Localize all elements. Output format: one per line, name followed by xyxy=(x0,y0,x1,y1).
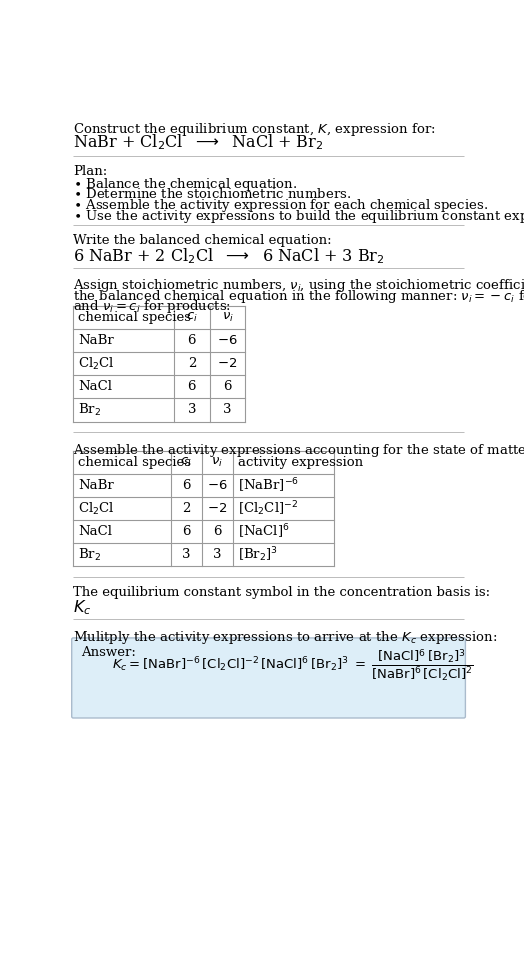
Text: 2: 2 xyxy=(188,358,196,370)
Text: [Cl$_2$Cl]$^{-2}$: [Cl$_2$Cl]$^{-2}$ xyxy=(237,500,298,518)
Text: Assemble the activity expressions accounting for the state of matter and $\nu_i$: Assemble the activity expressions accoun… xyxy=(73,441,524,458)
Text: $c_i$: $c_i$ xyxy=(180,456,192,469)
Text: 6: 6 xyxy=(182,479,191,492)
Text: Br$_2$: Br$_2$ xyxy=(78,547,101,563)
Text: $-2$: $-2$ xyxy=(217,358,237,370)
Text: 3: 3 xyxy=(223,404,232,416)
Text: NaBr: NaBr xyxy=(78,334,114,347)
Text: $\bullet$ Assemble the activity expression for each chemical species.: $\bullet$ Assemble the activity expressi… xyxy=(73,198,488,215)
Text: 6: 6 xyxy=(188,334,196,347)
Text: $-6$: $-6$ xyxy=(207,479,228,492)
Text: 2: 2 xyxy=(182,503,191,515)
Text: chemical species: chemical species xyxy=(78,456,191,469)
Text: 6: 6 xyxy=(188,381,196,393)
Text: Mulitply the activity expressions to arrive at the $K_c$ expression:: Mulitply the activity expressions to arr… xyxy=(73,629,497,645)
Text: NaCl: NaCl xyxy=(78,381,112,393)
Text: [Br$_2$]$^3$: [Br$_2$]$^3$ xyxy=(237,546,278,564)
Text: Construct the equilibrium constant, $K$, expression for:: Construct the equilibrium constant, $K$,… xyxy=(73,121,436,138)
Text: $-2$: $-2$ xyxy=(208,503,227,515)
Text: $K_c$: $K_c$ xyxy=(73,597,92,617)
Text: chemical species: chemical species xyxy=(78,311,191,324)
Text: 3: 3 xyxy=(182,549,191,561)
Text: Cl$_2$Cl: Cl$_2$Cl xyxy=(78,356,115,372)
Text: 6: 6 xyxy=(213,526,222,538)
Text: $-6$: $-6$ xyxy=(217,334,238,347)
Text: Plan:: Plan: xyxy=(73,165,107,178)
Text: 3: 3 xyxy=(213,549,222,561)
Text: NaCl: NaCl xyxy=(78,526,112,538)
Text: the balanced chemical equation in the following manner: $\nu_i = -c_i$ for react: the balanced chemical equation in the fo… xyxy=(73,288,524,305)
Text: Answer:: Answer: xyxy=(81,645,136,659)
Text: $\bullet$ Balance the chemical equation.: $\bullet$ Balance the chemical equation. xyxy=(73,175,298,193)
Text: Write the balanced chemical equation:: Write the balanced chemical equation: xyxy=(73,234,332,247)
Text: NaBr: NaBr xyxy=(78,479,114,492)
Text: activity expression: activity expression xyxy=(237,456,363,469)
Text: NaBr + Cl$_2$Cl  $\longrightarrow$  NaCl + Br$_2$: NaBr + Cl$_2$Cl $\longrightarrow$ NaCl +… xyxy=(73,132,324,152)
FancyBboxPatch shape xyxy=(72,638,465,718)
Text: $\nu_i$: $\nu_i$ xyxy=(211,456,223,469)
Text: and $\nu_i = c_i$ for products:: and $\nu_i = c_i$ for products: xyxy=(73,298,231,316)
Text: $\bullet$ Determine the stoichiometric numbers.: $\bullet$ Determine the stoichiometric n… xyxy=(73,187,352,200)
Text: $K_c = \mathrm{[NaBr]}^{-6}\,\mathrm{[Cl_2Cl]}^{-2}\,\mathrm{[NaCl]}^6\,\mathrm{: $K_c = \mathrm{[NaBr]}^{-6}\,\mathrm{[Cl… xyxy=(112,647,474,684)
Text: Br$_2$: Br$_2$ xyxy=(78,402,101,418)
Text: 6: 6 xyxy=(223,381,232,393)
Text: Assign stoichiometric numbers, $\nu_i$, using the stoichiometric coefficients, $: Assign stoichiometric numbers, $\nu_i$, … xyxy=(73,277,524,293)
Text: 3: 3 xyxy=(188,404,196,416)
Text: 6 NaBr + 2 Cl$_2$Cl  $\longrightarrow$  6 NaCl + 3 Br$_2$: 6 NaBr + 2 Cl$_2$Cl $\longrightarrow$ 6 … xyxy=(73,246,385,266)
Text: Cl$_2$Cl: Cl$_2$Cl xyxy=(78,501,115,517)
Text: [NaBr]$^{-6}$: [NaBr]$^{-6}$ xyxy=(237,477,299,495)
Text: 6: 6 xyxy=(182,526,191,538)
Text: The equilibrium constant symbol in the concentration basis is:: The equilibrium constant symbol in the c… xyxy=(73,586,490,599)
Text: $\nu_i$: $\nu_i$ xyxy=(222,311,233,324)
Text: $c_i$: $c_i$ xyxy=(186,311,198,324)
Text: $\bullet$ Use the activity expressions to build the equilibrium constant express: $\bullet$ Use the activity expressions t… xyxy=(73,208,524,225)
Text: [NaCl]$^6$: [NaCl]$^6$ xyxy=(237,523,289,541)
